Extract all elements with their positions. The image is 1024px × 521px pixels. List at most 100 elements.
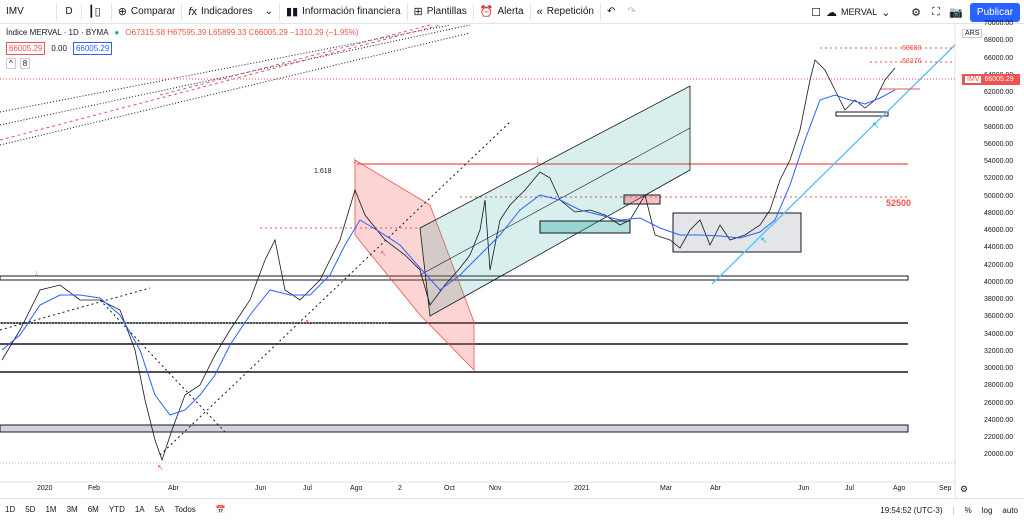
publish-label: Publicar	[976, 7, 1014, 18]
descending-channel	[354, 159, 475, 371]
sell-arrow-icon: ↓	[535, 155, 540, 166]
indicators-dropdown[interactable]: ⌄	[259, 0, 279, 24]
buy-price-tag[interactable]: 66005.29	[72, 42, 113, 55]
time-axis-label: Feb	[88, 485, 101, 492]
snapshot-button[interactable]: 📷	[946, 0, 966, 24]
price-axis-label: 22000.00	[984, 434, 1014, 441]
currency-label: ARS	[965, 30, 980, 37]
indicator-count[interactable]: 8	[19, 58, 31, 69]
undo-icon: ↶	[607, 6, 616, 17]
price-axis-label: 26000.00	[984, 399, 1014, 407]
axis-settings-button[interactable]: ⚙	[960, 484, 968, 495]
auto-scale-toggle[interactable]: auto	[1002, 505, 1018, 515]
layout-name: MERVAL	[841, 7, 878, 17]
plus-circle-icon: ⊕	[117, 6, 127, 18]
symbol-search[interactable]: IMV	[0, 0, 56, 24]
time-axis-label: 2020	[37, 485, 53, 492]
chevron-down-icon: ⌄	[264, 6, 274, 17]
log-scale-toggle[interactable]: log	[981, 505, 993, 515]
time-axis-label: Mar	[660, 485, 673, 492]
price-axis-label: 28000.00	[984, 382, 1014, 390]
time-axis-label: 2021	[574, 485, 590, 492]
range-button-1m[interactable]: 1M	[45, 505, 57, 514]
price-axis-label: 52000.00	[984, 175, 1014, 183]
buy-arrow-icon: ↓	[34, 268, 39, 279]
indicator-toggles: ^ 8	[6, 58, 31, 69]
indicators-button[interactable]: fx Indicadores	[182, 0, 258, 24]
range-button-1d[interactable]: 1D	[5, 505, 16, 514]
range-button-5a[interactable]: 5A	[154, 505, 165, 514]
support-band	[0, 275, 909, 281]
chart-legend: Índice MERVAL · 1D · BYMA ● O67315.58 H6…	[6, 28, 359, 37]
collapse-legend-button[interactable]: ^	[6, 58, 16, 69]
range-button-todos[interactable]: Todos	[174, 505, 196, 514]
spread-value: 0.00	[51, 44, 67, 53]
range-button-1a[interactable]: 1A	[134, 505, 145, 514]
divider	[181, 3, 183, 20]
range-button-5d[interactable]: 5D	[25, 505, 36, 514]
replay-button[interactable]: «Repetición	[531, 0, 600, 24]
undo-button[interactable]: ↶	[601, 0, 621, 24]
current-price: 66005.29	[984, 76, 1014, 83]
uptrend-line	[711, 44, 956, 285]
time-axis-label: Sep	[939, 485, 952, 492]
time-axis-label: Oct	[444, 485, 455, 492]
divider	[56, 3, 57, 20]
layout-name-button[interactable]: ☁ MERVAL ⌄	[826, 0, 906, 24]
chart-type-button[interactable]: ┃▯	[82, 0, 111, 24]
redo-button[interactable]: ↷	[621, 0, 641, 24]
price-axis-label: 34000.00	[984, 330, 1014, 338]
price-axis-label: 54000.00	[984, 158, 1014, 165]
financials-button[interactable]: ▮▮ Información financiera	[280, 0, 407, 24]
bottom-toolbar: 1D 5D 1M 3M 6M YTD 1A 5A Todos 📅 19:54:52 (UTC-3…	[0, 498, 1024, 520]
sell-price-tag[interactable]: 66005.29	[6, 42, 46, 55]
range-button-6m[interactable]: 6M	[87, 505, 99, 514]
current-symbol: IMV	[965, 76, 982, 83]
templates-icon: ⊞	[413, 6, 423, 18]
divider	[406, 3, 408, 20]
price-axis-label: 42000.00	[984, 261, 1014, 269]
time-axis-label: Jun	[798, 485, 810, 492]
fullscreen-button[interactable]: ⛶	[926, 0, 946, 24]
price-axis[interactable]: 70000.0068000.0066000.0064000.0062000.00…	[958, 20, 1024, 483]
range-button-ytd[interactable]: YTD	[108, 505, 125, 514]
indicators-label: Indicadores	[200, 6, 253, 17]
compare-button[interactable]: ⊕ Comparar	[112, 0, 182, 24]
templates-button[interactable]: ⊞ Plantillas	[408, 0, 473, 24]
support-band	[0, 424, 909, 433]
divider	[81, 3, 82, 20]
fullscreen-icon: ⛶	[932, 5, 940, 18]
function-icon: fx	[188, 5, 197, 18]
time-axis-label: Abr	[168, 485, 179, 492]
price-axis-label: 46000.00	[984, 227, 1014, 234]
bottom-right-controls: 19:54:52 (UTC-3) | % log auto	[880, 499, 1018, 521]
market-status-icon: ●	[114, 28, 120, 37]
publish-button[interactable]: Publicar	[970, 3, 1020, 22]
settings-button[interactable]: ⚙	[906, 0, 926, 24]
price-axis-label: 36000.00	[984, 313, 1014, 321]
price-axis-label: 40000.00	[984, 278, 1014, 286]
symbol-title[interactable]: Índice MERVAL · 1D · BYMA	[6, 28, 109, 37]
candles-icon: ┃▯	[88, 6, 101, 18]
price-line	[1, 59, 896, 462]
percent-scale-toggle[interactable]: %	[964, 505, 972, 515]
rewind-icon: «	[536, 5, 543, 18]
fib-label: 1.618	[314, 168, 332, 175]
currency-badge[interactable]: ARS	[962, 29, 983, 38]
camera-icon: 📷	[949, 6, 963, 19]
price-axis-label: 58000.00	[984, 123, 1014, 131]
interval-button[interactable]: D	[57, 0, 81, 24]
current-price-tag: IMV 66005.29	[962, 74, 1020, 85]
alert-button[interactable]: ⏰ Alerta	[474, 0, 530, 24]
price-axis-label: 48000.00	[984, 209, 1014, 217]
goto-date-button[interactable]: 📅	[215, 505, 226, 514]
time-axis[interactable]: 2020 Feb Abr Jun Jul Ago 2 Oct Nov 2021 Mar Abr Jun J…	[0, 483, 955, 497]
clock-timezone[interactable]: 19:54:52 (UTC-3)	[880, 505, 943, 515]
layout-toggle-button[interactable]: ☐	[806, 0, 826, 24]
time-axis-label: Ago	[893, 485, 906, 492]
channel-midline	[419, 127, 691, 276]
time-axis-label: Abr	[710, 485, 721, 492]
range-button-3m[interactable]: 3M	[66, 505, 78, 514]
trend-line	[0, 24, 451, 113]
